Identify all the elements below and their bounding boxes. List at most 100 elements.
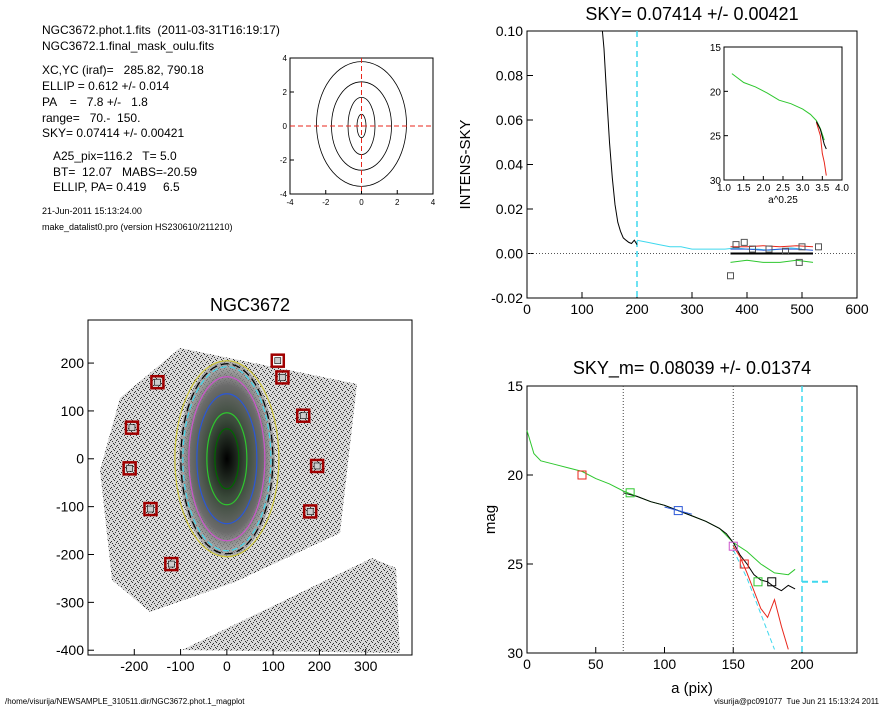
inset-frame — [723, 46, 843, 181]
sky-box — [122, 461, 137, 476]
mag-series-black — [623, 492, 796, 592]
inset-xtick-label: 3.0 — [796, 183, 810, 194]
sky-box — [295, 408, 311, 423]
mag-xtick-label: 0 — [523, 656, 531, 672]
galaxy-isophote — [180, 363, 274, 555]
contour-ytick-label: -2 — [280, 156, 288, 165]
sky-box-inner — [313, 462, 321, 470]
sky-xtick-label: 500 — [790, 301, 814, 317]
sky-box-inner — [306, 508, 314, 515]
sky-box-inner — [147, 505, 154, 513]
info-line2: NGC3672.1.final_mask_oulu.fits — [42, 39, 215, 53]
mag-ytick-label: 25 — [507, 556, 523, 572]
sky-box — [150, 374, 165, 390]
galaxy-isophote — [188, 376, 266, 542]
galaxy-isophote — [174, 360, 280, 558]
mag-title: SKY_m= 0.08039 +/- 0.01374 — [573, 358, 811, 379]
galaxy-ytick-label: 0 — [76, 451, 84, 467]
mag-marker — [728, 541, 738, 551]
galaxy-ytick-label: -200 — [56, 546, 84, 562]
info-pa: PA = 7.8 +/- 1.8 — [42, 95, 148, 109]
galaxy-xtick-label: 100 — [261, 658, 285, 674]
galaxy-isophote — [206, 412, 248, 506]
sky-box — [275, 370, 290, 385]
info-ellip: ELLIP = 0.612 +/- 0.014 — [42, 79, 170, 93]
inset-xlabel: a^0.25 — [768, 195, 798, 206]
sky-ytick-label: 0.04 — [496, 156, 523, 172]
info-a25: A25_pix=116.2 T= 5.0 — [53, 149, 177, 163]
sky-xtick-label: 0 — [523, 301, 531, 317]
contour-ytick-label: 2 — [283, 88, 288, 97]
inset-xtick-label: 1.0 — [717, 183, 731, 194]
sky-series-cyan — [636, 239, 803, 251]
mag-series-blue — [664, 506, 693, 515]
inset-ytick-label: 15 — [710, 43, 722, 54]
galaxy-body — [178, 360, 275, 557]
sky-ytick-label: 0.02 — [496, 201, 523, 217]
contour-xtick-label: -4 — [286, 198, 294, 207]
info-ellippa: ELLIP, PA= 0.419 6.5 — [53, 180, 180, 194]
sky-ytick-label: 0.10 — [496, 23, 523, 39]
inset-xtick-label: 2.5 — [776, 183, 790, 194]
sky-marker — [749, 245, 756, 253]
info-prog: make_datalist0.pro (version HS230610/211… — [42, 222, 233, 232]
inset-red — [815, 122, 827, 176]
footer-right: visurija@pc091077 Tue Jun 21 15:13:24 20… — [714, 697, 879, 706]
info-bt: BT= 12.07 MABS=-20.59 — [53, 165, 198, 179]
info-date: 21-Jun-2011 15:13:24.00 — [42, 206, 142, 216]
contour-xtick-label: 4 — [431, 198, 436, 207]
mag-series-green — [526, 430, 796, 576]
sky-box — [309, 458, 325, 474]
galaxy-frame — [87, 319, 413, 656]
inset-xtick-label: 3.5 — [815, 183, 829, 194]
sky-marker — [798, 243, 806, 251]
inset-xtick-label: 4.0 — [835, 183, 849, 194]
footer-left: /home/visurija/NEWSAMPLE_310511.dir/NGC3… — [5, 697, 245, 706]
inset-ytick-label: 25 — [710, 132, 722, 143]
sky-ytick-label: -0.02 — [491, 290, 523, 306]
galaxy-title: NGC3672 — [210, 295, 290, 315]
sky-box-inner — [274, 357, 282, 364]
sky-marker — [740, 238, 748, 246]
sky-box-inner — [154, 378, 161, 386]
sky-series-black — [601, 30, 638, 245]
mag-marker — [753, 577, 763, 587]
mag-ytick-label: 15 — [507, 378, 523, 394]
galaxy-ytick-label: -100 — [56, 499, 84, 515]
sky-marker — [765, 245, 773, 253]
sky-xtick-label: 200 — [625, 301, 649, 317]
sky-box-inner — [168, 560, 175, 568]
galaxy-xtick-label: -200 — [120, 658, 148, 674]
mag-marker — [739, 559, 749, 569]
galaxy-lower-patch — [182, 558, 400, 653]
mag-xlabel: a (pix) — [671, 680, 713, 697]
sky-xtick-label: 100 — [570, 301, 594, 317]
galaxy-ytick-label: 100 — [61, 403, 85, 419]
info-range: range= 70.- 150. — [42, 111, 141, 125]
sky-ytick-label: 0.00 — [496, 245, 523, 261]
contour-ytick-label: 4 — [283, 54, 288, 63]
mag-marker — [577, 470, 587, 480]
contour-ytick-label: 0 — [283, 122, 288, 131]
sky-title: SKY= 0.07414 +/- 0.00421 — [585, 4, 798, 24]
galaxy-ytick-label: -400 — [56, 642, 84, 658]
sky-marker — [782, 247, 789, 255]
mag-ytick-label: 30 — [507, 645, 523, 661]
sky-box — [164, 556, 179, 572]
mag-xtick-label: 150 — [722, 656, 746, 672]
contour-xtick-label: -2 — [322, 198, 330, 207]
sky-box-inner — [128, 424, 136, 431]
galaxy-xtick-label: 0 — [223, 658, 231, 674]
sky-box — [302, 504, 318, 519]
inset-ytick-label: 20 — [710, 87, 722, 98]
inset-black — [815, 121, 827, 150]
sky-xtick-label: 600 — [845, 301, 869, 317]
mag-series-cyan — [732, 549, 775, 650]
mag-xtick-label: 50 — [588, 656, 604, 672]
mag-xtick-label: 200 — [790, 656, 814, 672]
galaxy-xtick-label: 200 — [308, 658, 332, 674]
mag-ylabel: mag — [482, 505, 499, 534]
sky-box — [143, 501, 158, 517]
sky-xtick-label: 400 — [735, 301, 759, 317]
